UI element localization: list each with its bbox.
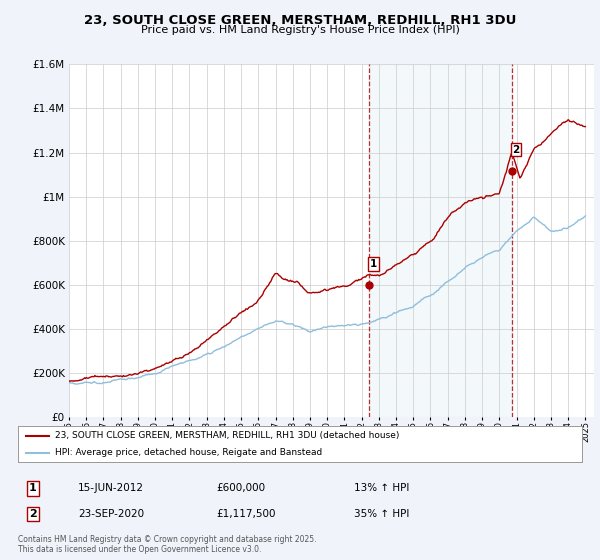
Text: 23, SOUTH CLOSE GREEN, MERSTHAM, REDHILL, RH1 3DU: 23, SOUTH CLOSE GREEN, MERSTHAM, REDHILL… [84,14,516,27]
Text: HPI: Average price, detached house, Reigate and Banstead: HPI: Average price, detached house, Reig… [55,449,322,458]
Text: 23-SEP-2020: 23-SEP-2020 [78,509,144,519]
Text: £600,000: £600,000 [216,483,265,493]
Bar [370,64,512,417]
Text: 15-JUN-2012: 15-JUN-2012 [78,483,144,493]
Text: 2: 2 [512,145,520,155]
Text: 1: 1 [29,483,37,493]
Text: 35% ↑ HPI: 35% ↑ HPI [354,509,409,519]
Text: 13% ↑ HPI: 13% ↑ HPI [354,483,409,493]
Text: 2: 2 [29,509,37,519]
Text: Contains HM Land Registry data © Crown copyright and database right 2025.
This d: Contains HM Land Registry data © Crown c… [18,535,317,554]
Text: 1: 1 [370,259,377,269]
Text: 23, SOUTH CLOSE GREEN, MERSTHAM, REDHILL, RH1 3DU (detached house): 23, SOUTH CLOSE GREEN, MERSTHAM, REDHILL… [55,431,399,440]
Text: £1,117,500: £1,117,500 [216,509,275,519]
Text: Price paid vs. HM Land Registry's House Price Index (HPI): Price paid vs. HM Land Registry's House … [140,25,460,35]
